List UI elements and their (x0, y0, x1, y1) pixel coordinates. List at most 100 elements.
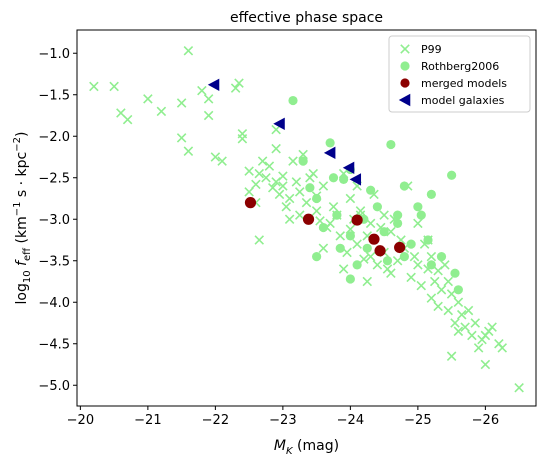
p99-point (328, 202, 339, 212)
merged-model-point (244, 197, 257, 209)
x-tick-label: −24 (337, 413, 364, 428)
legend-entry: P99 (400, 43, 442, 56)
y-tick-label: −2.5 (38, 172, 70, 187)
p99-point (426, 251, 437, 262)
p99-point (345, 193, 356, 204)
x-tick-label: −25 (404, 413, 431, 428)
p99-point (203, 110, 214, 121)
p99-point (514, 382, 524, 393)
rothberg2006-point (426, 260, 436, 270)
p99-point (183, 146, 194, 156)
legend-entry: merged models (400, 77, 507, 90)
data-marks (89, 45, 524, 393)
p99-point (237, 133, 248, 144)
legend-marker (400, 78, 410, 88)
p99-point (436, 285, 447, 295)
legend-marker (400, 44, 410, 54)
legend-label: Rothberg2006 (421, 60, 499, 73)
x-tick-label: −26 (472, 413, 499, 428)
p99-point (429, 276, 440, 287)
p99-point (443, 276, 454, 287)
legend-entry: model galaxies (398, 93, 505, 107)
rothberg2006-point (426, 189, 436, 199)
legend-entry: Rothberg2006 (400, 60, 499, 73)
p99-point (284, 193, 295, 204)
p99-point (386, 226, 396, 237)
p99-point (278, 171, 288, 181)
series-p99 (89, 45, 524, 393)
rothberg2006-point (305, 183, 315, 193)
p99-point (294, 210, 305, 220)
legend-label: P99 (421, 43, 442, 56)
p99-point (89, 81, 99, 92)
merged-model-point (302, 213, 315, 225)
p99-point (301, 197, 312, 208)
x-axis-label: MK (mag) (274, 438, 339, 457)
p99-point (183, 45, 194, 56)
p99-point (318, 181, 329, 191)
rothberg2006-point (416, 210, 426, 220)
merged-model-point (368, 233, 380, 245)
legend-label: merged models (421, 77, 507, 90)
rothberg2006-point (393, 210, 403, 220)
y-tick-label: −2.0 (38, 130, 70, 145)
p99-point (345, 224, 356, 234)
rothberg2006-point (406, 239, 416, 249)
p99-point (143, 94, 153, 104)
rothberg2006-point (399, 251, 409, 262)
p99-point (156, 106, 167, 117)
rothberg2006-point (450, 268, 460, 278)
p99-point (406, 272, 416, 283)
rothberg2006-point (288, 95, 298, 106)
p99-point (379, 210, 389, 220)
rothberg2006-point (328, 173, 339, 183)
p99-point (352, 239, 362, 249)
p99-point (433, 301, 443, 312)
p99-point (453, 297, 464, 308)
p99-point (254, 168, 265, 179)
legend-marker (398, 93, 411, 107)
p99-point (338, 264, 349, 274)
p99-point (311, 206, 322, 216)
p99-point (197, 85, 207, 96)
p99-point (335, 231, 346, 241)
rothberg2006-point (312, 193, 322, 204)
y-axis-label: log10 feff (km−1 s · kpc−2) (12, 132, 33, 305)
p99-point (122, 114, 133, 125)
model-galaxy-point (342, 161, 355, 174)
merged-model-point (374, 245, 386, 257)
rothberg2006-point (318, 222, 328, 233)
p99-point (440, 260, 450, 270)
p99-point (443, 305, 454, 316)
p99-point (176, 98, 187, 108)
rothberg2006-point (312, 251, 322, 262)
p99-point (453, 326, 464, 337)
model-galaxy-point (349, 173, 362, 186)
model-galaxy-point (273, 117, 285, 130)
legend: P99 Rothberg2006 merged models model galaxi… (388, 35, 531, 113)
p99-point (257, 156, 268, 166)
y-tick-label: −3.0 (38, 213, 70, 228)
p99-point (267, 182, 278, 193)
rothberg2006-point (362, 243, 372, 253)
model-galaxy-point (207, 78, 220, 91)
p99-point (460, 322, 470, 332)
chart-title: effective phase space (230, 10, 383, 26)
merged-model-point (351, 214, 363, 226)
p99-point (467, 330, 477, 341)
rothberg2006-point (413, 202, 423, 212)
p99-point (372, 260, 383, 270)
rothberg2006-point (379, 227, 389, 237)
p99-point (278, 181, 288, 191)
p99-point (359, 254, 369, 264)
legend-box (388, 35, 531, 113)
p99-point (210, 152, 221, 162)
p99-point (487, 322, 497, 332)
p99-point (254, 235, 265, 245)
rothberg2006-point (382, 256, 393, 266)
p99-point (416, 280, 427, 291)
rothberg2006-point (339, 174, 349, 185)
rothberg2006-point (352, 260, 362, 270)
x-tick-label: −20 (67, 413, 94, 428)
p99-point (298, 149, 308, 160)
